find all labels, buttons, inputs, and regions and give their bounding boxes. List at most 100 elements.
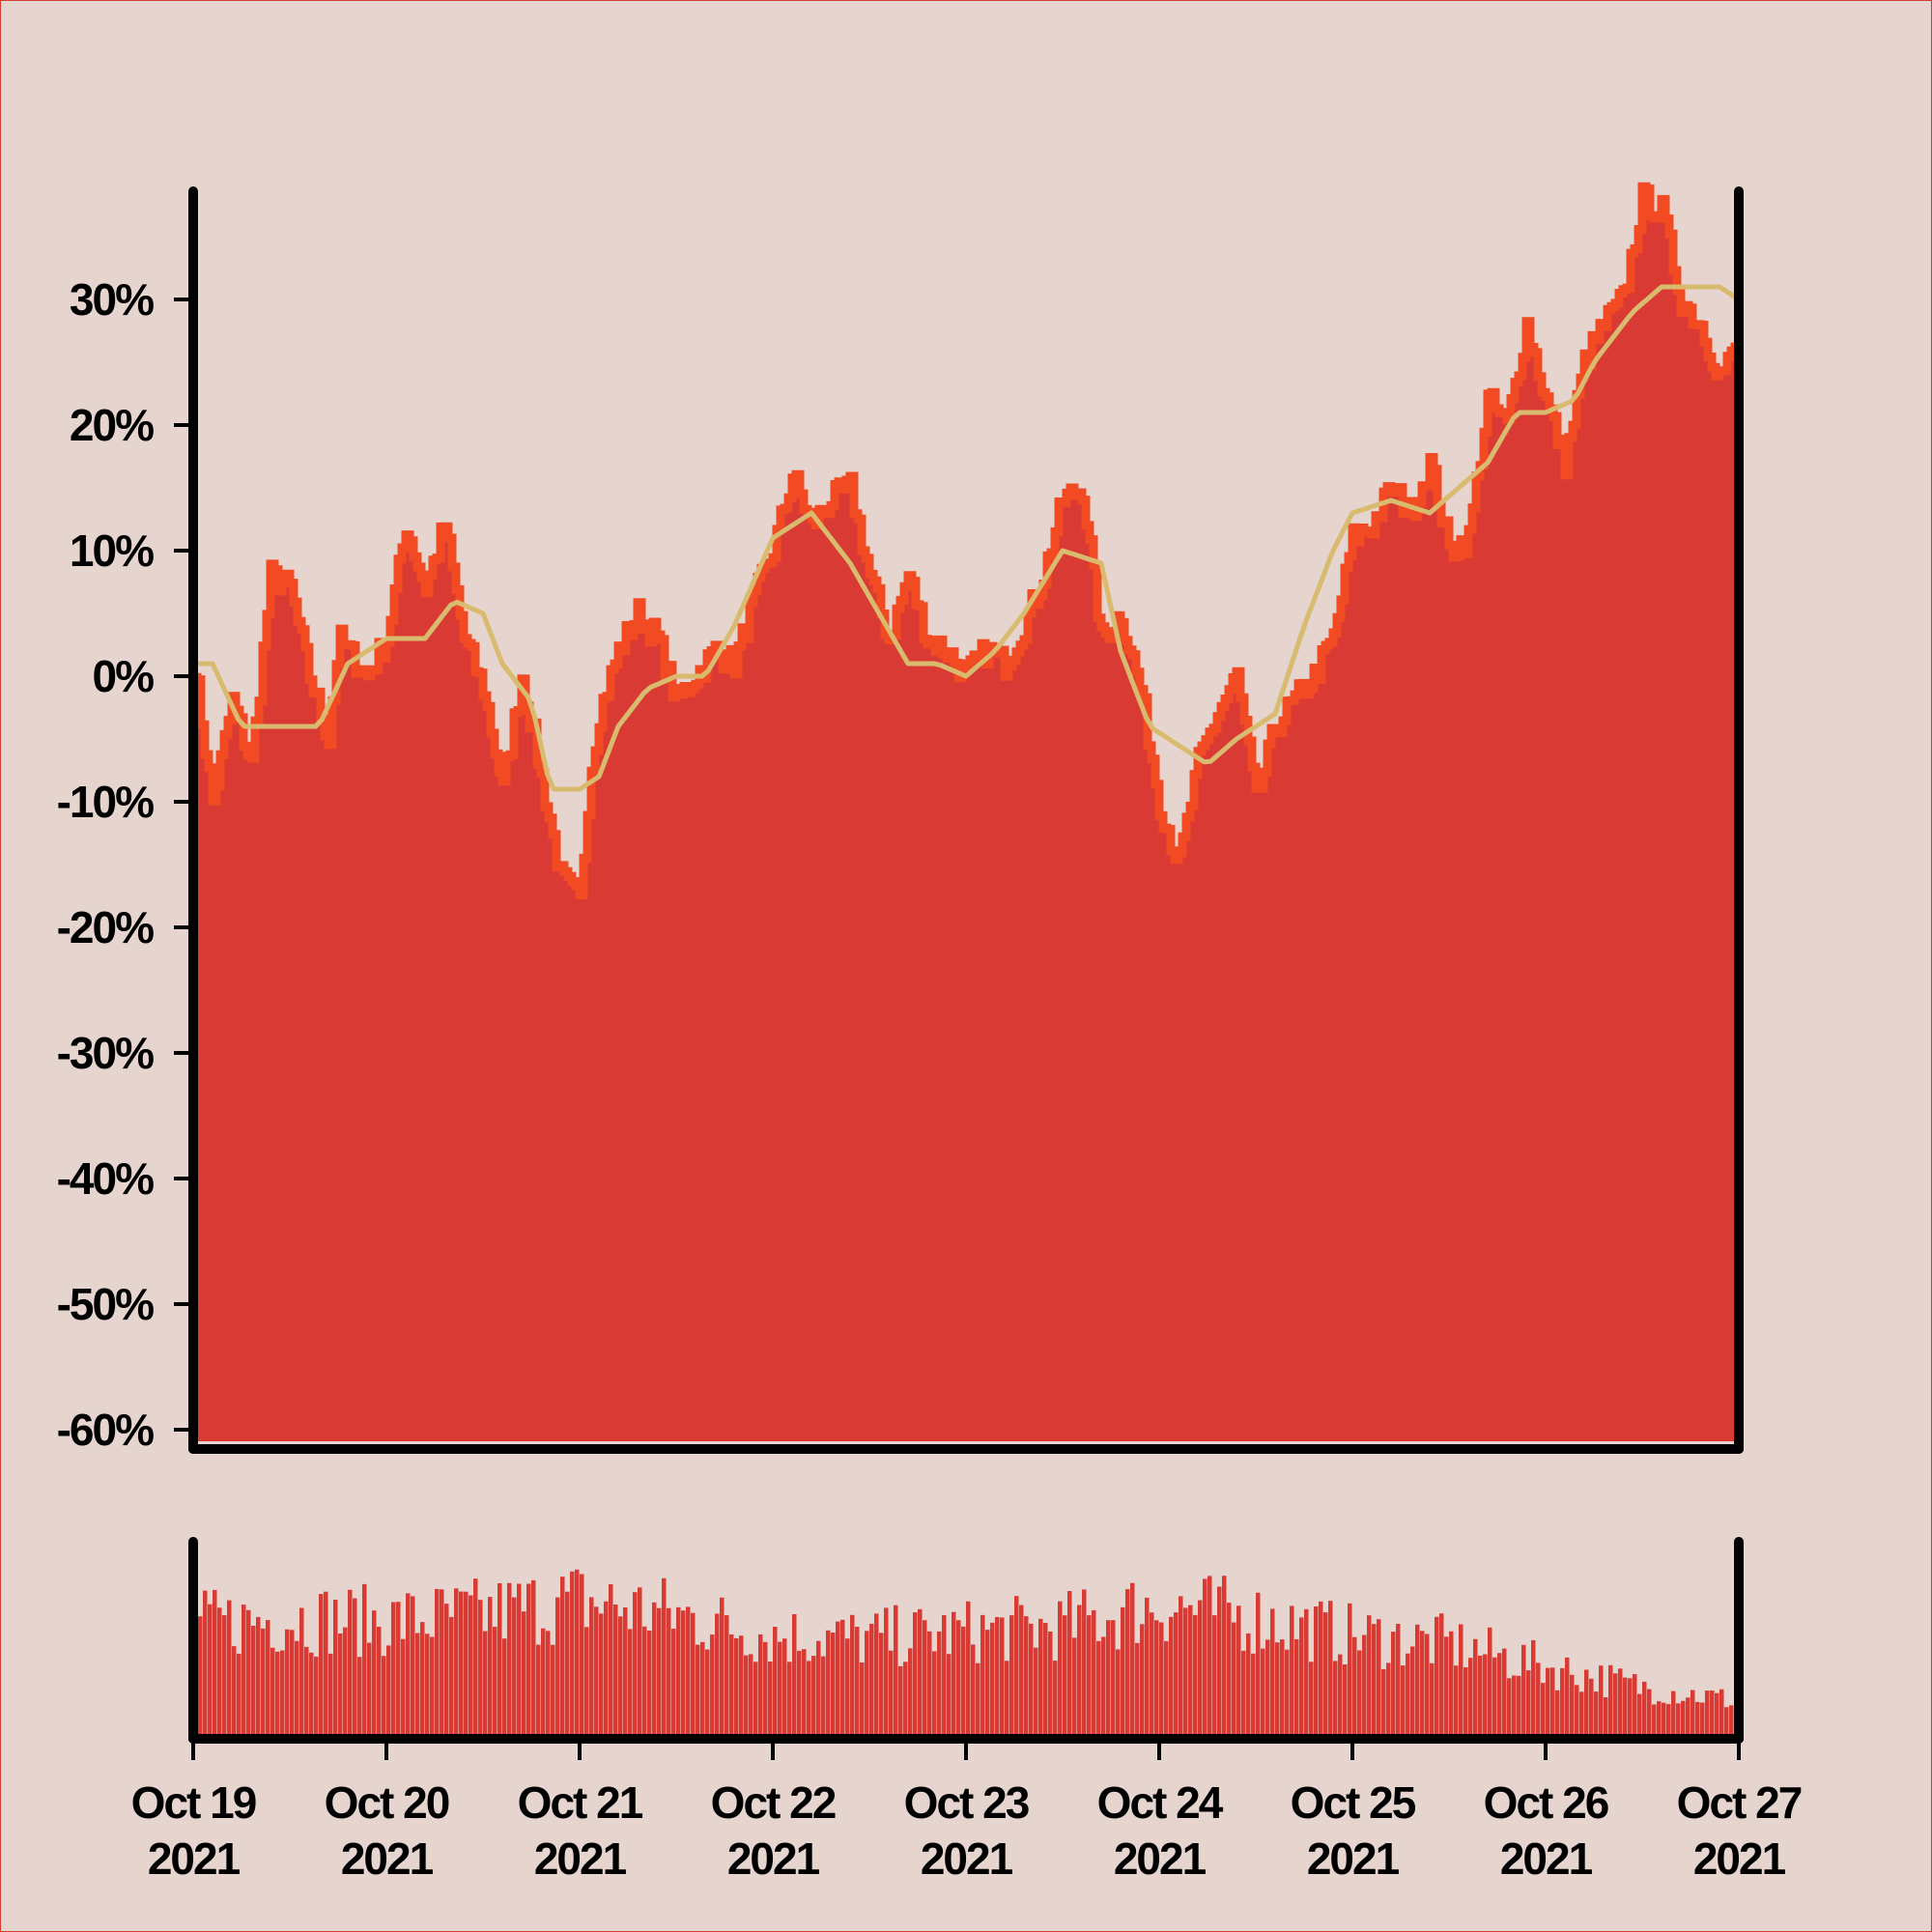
volume-bar bbox=[652, 1602, 657, 1739]
volume-bar bbox=[314, 1656, 319, 1739]
volume-bar bbox=[724, 1615, 729, 1739]
volume-bar bbox=[1328, 1601, 1333, 1739]
volume-bar bbox=[1352, 1636, 1357, 1739]
volume-bar bbox=[1038, 1618, 1043, 1739]
volume-bar bbox=[1019, 1605, 1024, 1739]
volume-bar bbox=[782, 1638, 787, 1739]
volume-bar bbox=[1594, 1691, 1599, 1739]
volume-bar bbox=[1671, 1690, 1676, 1739]
volume-bar bbox=[1034, 1647, 1038, 1739]
y-tick-label: -30% bbox=[57, 1028, 154, 1078]
volume-bar bbox=[502, 1638, 507, 1739]
volume-bar bbox=[411, 1596, 415, 1739]
volume-bar bbox=[1343, 1664, 1348, 1739]
volume-bar bbox=[1710, 1690, 1715, 1739]
volume-bar bbox=[1536, 1662, 1541, 1739]
volume-bar bbox=[589, 1597, 594, 1739]
y-tick-label: -40% bbox=[57, 1153, 154, 1204]
volume-bar bbox=[1121, 1606, 1125, 1739]
volume-bar bbox=[1589, 1678, 1594, 1739]
volume-bar bbox=[1236, 1605, 1241, 1739]
volume-bar bbox=[1280, 1639, 1285, 1739]
volume-bar bbox=[217, 1607, 222, 1739]
volume-bar bbox=[1690, 1690, 1695, 1739]
volume-bar bbox=[792, 1614, 797, 1739]
volume-bar bbox=[319, 1594, 324, 1739]
volume-bar bbox=[1169, 1616, 1174, 1739]
volume-bar bbox=[1096, 1640, 1101, 1739]
volume-bar bbox=[662, 1577, 667, 1739]
volume-bar bbox=[1406, 1653, 1410, 1739]
volume-bar bbox=[1092, 1609, 1096, 1739]
volume-bar bbox=[1362, 1634, 1367, 1739]
volume-bar bbox=[1531, 1639, 1536, 1739]
volume-bar bbox=[1637, 1693, 1642, 1739]
volume-bar bbox=[1386, 1662, 1391, 1739]
volume-bar bbox=[667, 1607, 671, 1739]
volume-bar bbox=[1633, 1674, 1637, 1739]
volume-bar bbox=[1232, 1622, 1236, 1739]
volume-bar bbox=[473, 1578, 478, 1739]
volume-bar bbox=[696, 1644, 700, 1739]
volume-bar bbox=[1729, 1705, 1734, 1739]
volume-bar bbox=[1618, 1668, 1623, 1739]
volume-bar bbox=[1502, 1648, 1507, 1739]
volume-bar bbox=[1686, 1697, 1690, 1739]
volume-bar bbox=[377, 1626, 382, 1739]
volume-bar bbox=[980, 1614, 985, 1739]
y-tick-label: 20% bbox=[70, 400, 154, 450]
volume-bar bbox=[720, 1597, 724, 1739]
volume-bar bbox=[1140, 1624, 1145, 1739]
volume-bar bbox=[338, 1634, 343, 1739]
volume-bar bbox=[1072, 1637, 1077, 1739]
volume-bar bbox=[874, 1613, 879, 1739]
volume-bar bbox=[894, 1605, 898, 1739]
volume-bar bbox=[671, 1629, 676, 1739]
volume-bar bbox=[647, 1631, 652, 1739]
volume-bar bbox=[227, 1600, 232, 1739]
volume-bar bbox=[744, 1655, 749, 1739]
volume-bar bbox=[1009, 1615, 1014, 1739]
volume-bar bbox=[1666, 1704, 1671, 1739]
volume-bar bbox=[208, 1604, 213, 1739]
y-tick-label: -20% bbox=[57, 902, 154, 952]
volume-bar bbox=[1314, 1606, 1319, 1739]
volume-bar bbox=[242, 1605, 246, 1739]
volume-bar bbox=[565, 1591, 570, 1739]
volume-bar bbox=[1285, 1649, 1290, 1739]
volume-bar bbox=[1599, 1665, 1604, 1739]
volume-bar bbox=[575, 1569, 580, 1739]
volume-bar bbox=[362, 1583, 367, 1739]
volume-bar bbox=[555, 1597, 560, 1739]
volume-bar bbox=[840, 1619, 845, 1739]
volume-bar bbox=[1111, 1620, 1116, 1739]
volume-bar bbox=[522, 1611, 526, 1739]
volume-bar bbox=[526, 1583, 531, 1739]
volume-bar bbox=[1488, 1627, 1492, 1739]
volume-bar bbox=[333, 1600, 338, 1739]
volume-bar bbox=[280, 1650, 285, 1739]
volume-bar bbox=[1715, 1692, 1719, 1739]
volume-bar bbox=[1647, 1689, 1652, 1739]
volume-bar bbox=[1628, 1678, 1633, 1739]
volume-bar bbox=[1584, 1669, 1589, 1739]
volume-bar bbox=[947, 1654, 952, 1739]
volume-bar bbox=[275, 1651, 280, 1739]
volume-bar bbox=[1425, 1634, 1430, 1739]
volume-bar bbox=[1183, 1607, 1188, 1739]
volume-bar bbox=[1468, 1658, 1473, 1739]
volume-bar bbox=[845, 1638, 850, 1739]
y-tick-label: -50% bbox=[57, 1279, 154, 1329]
volume-bar bbox=[860, 1662, 865, 1739]
volume-bar bbox=[304, 1646, 309, 1739]
volume-bar bbox=[357, 1657, 362, 1739]
volume-bar bbox=[1497, 1653, 1502, 1739]
x-tick-label-year: 2021 bbox=[148, 1833, 241, 1884]
volume-bar bbox=[232, 1646, 237, 1739]
volume-bar bbox=[628, 1629, 633, 1739]
volume-bar bbox=[435, 1588, 440, 1739]
volume-bar bbox=[1657, 1701, 1662, 1739]
volume-bar bbox=[1541, 1683, 1546, 1739]
volume-bar bbox=[1372, 1624, 1377, 1739]
